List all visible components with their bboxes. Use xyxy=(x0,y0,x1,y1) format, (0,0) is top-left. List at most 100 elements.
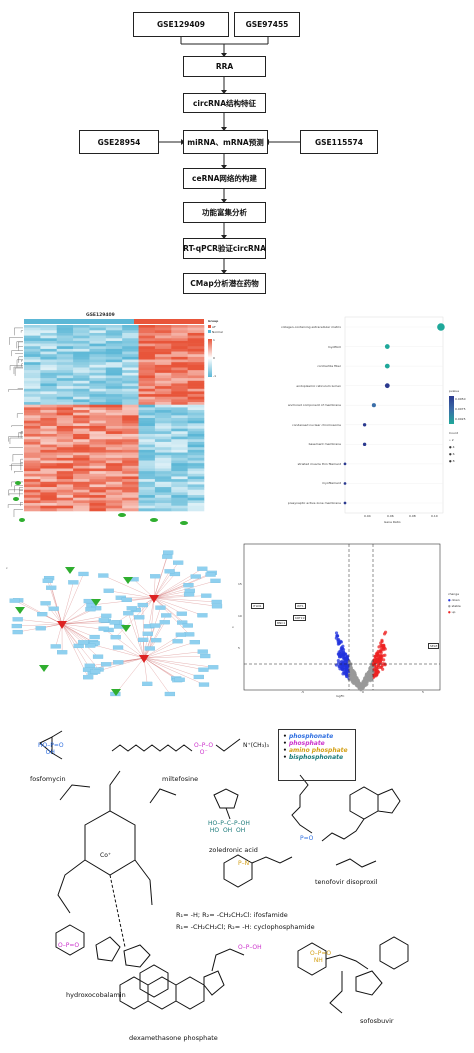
heatmap-cell xyxy=(122,338,139,342)
dendrogram-branch xyxy=(14,471,23,474)
volc-xtick-2: 5 xyxy=(422,690,424,694)
label-zoledronic: zoledronic acid xyxy=(209,846,258,854)
heatmap-cell xyxy=(105,447,123,451)
heatmap-cell xyxy=(40,335,58,339)
heatmap-cell xyxy=(122,476,139,480)
network-edge xyxy=(143,657,171,695)
heatmap-cell xyxy=(40,327,58,331)
heatmap-cell xyxy=(105,367,123,371)
network-node-mrna xyxy=(208,665,219,670)
heatmap-cell xyxy=(24,431,41,435)
network-node-mrna xyxy=(84,663,95,668)
heatmap-cell xyxy=(24,484,41,488)
heatmap-cell xyxy=(171,460,188,464)
heatmap-cell xyxy=(73,495,90,499)
tenofovir-phosphonate-glyph: P=O xyxy=(300,835,314,842)
heatmap-cell xyxy=(56,420,74,424)
network-node-mrna xyxy=(198,667,209,672)
heatmap-cell xyxy=(171,465,188,469)
heatmap-cell xyxy=(73,503,90,506)
heatmap-cell xyxy=(89,423,107,427)
heatmap-cell xyxy=(154,425,172,429)
heatmap-cell xyxy=(187,338,205,342)
heatmap-cell xyxy=(73,476,90,480)
network-node-mrna xyxy=(183,583,194,588)
heatmap-cell xyxy=(24,497,41,501)
heatmap-cell xyxy=(56,436,74,440)
network-edge xyxy=(108,590,155,599)
heatmap-cell xyxy=(138,428,156,432)
heatmap-cell xyxy=(89,375,107,379)
network-node-mrna xyxy=(92,654,104,659)
dendrogram-branch xyxy=(13,509,23,518)
heatmap-cell xyxy=(89,370,107,374)
heatmap-cell xyxy=(73,354,90,358)
volcano-point xyxy=(346,663,350,667)
heatmap-cell xyxy=(122,457,139,461)
network-edge xyxy=(153,552,169,599)
heatmap-cell xyxy=(89,428,107,432)
heatmap-cell xyxy=(56,335,74,339)
heatmap-cell xyxy=(187,428,205,432)
heatmap-cell xyxy=(122,348,139,352)
heatmap-cell xyxy=(138,375,156,379)
heatmap-cell xyxy=(122,500,139,504)
box-gse28954: GSE28954 xyxy=(79,130,159,154)
network-edge xyxy=(115,657,145,695)
heatmap-cell xyxy=(56,428,74,432)
box-rra: RRA xyxy=(183,56,266,77)
network-node-mrna xyxy=(162,554,173,559)
heatmap-cell xyxy=(73,457,90,461)
heatmap-cell xyxy=(171,471,188,475)
heatmap-cell xyxy=(154,476,172,480)
network-edge xyxy=(103,628,145,659)
heatmap-cell xyxy=(105,420,123,424)
network-edge xyxy=(149,597,155,649)
heatmap-cell xyxy=(154,436,172,440)
heatmap-cell xyxy=(122,378,139,382)
heatmap-cell xyxy=(154,457,172,461)
network-node-mrna xyxy=(78,640,89,645)
heatmap-cell xyxy=(89,441,107,445)
heatmap-cell xyxy=(105,489,123,493)
heatmap-cell xyxy=(73,487,90,491)
heatmap-cell xyxy=(171,428,188,432)
heatmap-cell xyxy=(40,492,58,496)
heatmap-cell xyxy=(73,327,90,331)
heatmap-cell xyxy=(105,471,123,475)
heatmap-cell xyxy=(40,465,58,469)
heatmap-cell xyxy=(56,465,74,469)
heatmap-cell xyxy=(56,325,74,328)
heatmap-cell xyxy=(73,372,90,376)
network-node-mrna xyxy=(73,643,84,649)
volcano-point xyxy=(338,651,342,656)
heatmap-cell xyxy=(154,364,172,368)
network-node-mrna xyxy=(50,644,61,649)
heatmap-cell xyxy=(187,500,205,504)
heatmap-cell xyxy=(73,325,90,328)
heatmap-cell xyxy=(187,481,205,485)
heatmap-cell xyxy=(105,404,123,408)
heatmap-cell xyxy=(187,330,205,334)
heatmap-cell xyxy=(138,473,156,477)
heatmap-cell xyxy=(56,330,74,334)
heatmap-cell xyxy=(56,378,74,382)
heatmap-cell xyxy=(40,394,58,398)
network-edge xyxy=(143,657,148,684)
heatmap-cell xyxy=(105,425,123,429)
heatmap-cell xyxy=(154,479,172,483)
heatmap-cell xyxy=(154,346,172,350)
heatmap-cell xyxy=(24,391,41,395)
heatmap-cell xyxy=(122,410,139,413)
heatmap-cell xyxy=(73,428,90,432)
dendrogram-branch xyxy=(14,367,23,376)
heatmap-cell xyxy=(138,489,156,493)
network-node-mrna xyxy=(113,660,124,665)
heatmap-cell xyxy=(138,386,156,390)
volc-legend-down: ● down xyxy=(448,598,460,602)
heatmap-cell xyxy=(40,468,58,472)
heatmap-cell xyxy=(171,399,188,403)
network-node-mrna xyxy=(138,637,149,643)
volcano-point xyxy=(361,684,365,689)
heatmap-cell xyxy=(56,351,74,355)
